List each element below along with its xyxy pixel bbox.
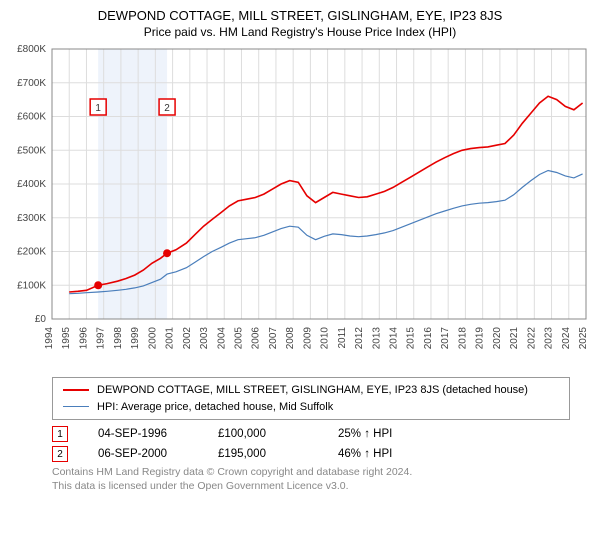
legend-swatch: [63, 406, 89, 407]
svg-text:2014: 2014: [389, 327, 400, 350]
legend-label: HPI: Average price, detached house, Mid …: [97, 399, 333, 416]
chart-subtitle: Price paid vs. HM Land Registry's House …: [0, 25, 600, 39]
svg-text:2001: 2001: [165, 327, 176, 350]
svg-text:1996: 1996: [78, 327, 89, 350]
svg-text:2013: 2013: [371, 327, 382, 350]
svg-text:£700K: £700K: [17, 78, 46, 89]
svg-text:£500K: £500K: [17, 145, 46, 156]
svg-text:2009: 2009: [302, 327, 313, 350]
svg-text:2006: 2006: [251, 327, 262, 350]
svg-text:£400K: £400K: [17, 179, 46, 190]
marker-row: 2 06-SEP-2000£195,00046% ↑ HPI: [52, 446, 570, 462]
legend-item: HPI: Average price, detached house, Mid …: [63, 399, 559, 416]
legend-item: DEWPOND COTTAGE, MILL STREET, GISLINGHAM…: [63, 382, 559, 399]
svg-text:2004: 2004: [216, 327, 227, 350]
marker-table: 1 04-SEP-1996£100,00025% ↑ HPI 2 06-SEP-200…: [52, 426, 570, 462]
svg-text:2010: 2010: [320, 327, 331, 350]
svg-text:2: 2: [164, 103, 170, 114]
svg-text:2020: 2020: [492, 327, 503, 350]
svg-text:2005: 2005: [233, 327, 244, 350]
marker-date: 06-SEP-2000: [98, 448, 218, 460]
footer-line-2: This data is licensed under the Open Gov…: [52, 480, 570, 494]
svg-text:2023: 2023: [544, 327, 555, 350]
svg-text:2024: 2024: [561, 327, 572, 350]
footer-line-1: Contains HM Land Registry data © Crown c…: [52, 466, 570, 480]
svg-text:£600K: £600K: [17, 112, 46, 123]
svg-text:£800K: £800K: [17, 44, 46, 55]
svg-text:1997: 1997: [96, 327, 107, 350]
svg-text:2017: 2017: [440, 327, 451, 350]
marker-row: 1 04-SEP-1996£100,00025% ↑ HPI: [52, 426, 570, 442]
marker-badge: 1: [52, 426, 68, 442]
svg-text:2022: 2022: [526, 327, 537, 350]
svg-text:£100K: £100K: [17, 280, 46, 291]
svg-text:2008: 2008: [285, 327, 296, 350]
svg-text:2002: 2002: [182, 327, 193, 350]
footer: Contains HM Land Registry data © Crown c…: [52, 466, 570, 493]
chart-title: DEWPOND COTTAGE, MILL STREET, GISLINGHAM…: [0, 0, 600, 23]
svg-text:2000: 2000: [147, 327, 158, 350]
svg-text:2012: 2012: [354, 327, 365, 350]
marker-price: £100,000: [218, 428, 338, 440]
chart-plot: £0 £100K £200K £300K £400K £500K £600K £700K £80…: [0, 39, 600, 369]
svg-text:£300K: £300K: [17, 213, 46, 224]
legend-label: DEWPOND COTTAGE, MILL STREET, GISLINGHAM…: [97, 382, 528, 399]
legend: DEWPOND COTTAGE, MILL STREET, GISLINGHAM…: [52, 377, 570, 420]
svg-text:2018: 2018: [457, 327, 468, 350]
svg-text:£0: £0: [35, 314, 47, 325]
marker-price: £195,000: [218, 448, 338, 460]
marker-badge: 2: [52, 446, 68, 462]
svg-text:1995: 1995: [61, 327, 72, 350]
svg-text:£200K: £200K: [17, 247, 46, 258]
svg-text:2011: 2011: [337, 327, 348, 349]
svg-text:2021: 2021: [509, 327, 520, 350]
svg-text:1: 1: [95, 103, 101, 114]
marker-pct: 46% ↑ HPI: [338, 448, 458, 460]
chart-svg: £0 £100K £200K £300K £400K £500K £600K £700K £80…: [0, 39, 600, 369]
svg-text:2025: 2025: [578, 327, 589, 350]
svg-text:1998: 1998: [113, 327, 124, 350]
svg-text:1994: 1994: [44, 327, 55, 350]
svg-text:2016: 2016: [423, 327, 434, 350]
svg-text:2019: 2019: [475, 327, 486, 350]
marker-date: 04-SEP-1996: [98, 428, 218, 440]
svg-text:1999: 1999: [130, 327, 141, 350]
svg-text:2003: 2003: [199, 327, 210, 350]
legend-swatch: [63, 389, 89, 391]
svg-text:2007: 2007: [268, 327, 279, 350]
svg-text:2015: 2015: [406, 327, 417, 350]
chart-container: DEWPOND COTTAGE, MILL STREET, GISLINGHAM…: [0, 0, 600, 560]
marker-pct: 25% ↑ HPI: [338, 428, 458, 440]
